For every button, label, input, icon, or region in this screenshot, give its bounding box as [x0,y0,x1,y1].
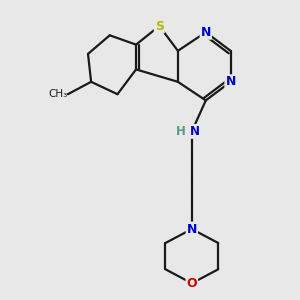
Text: S: S [155,20,164,32]
Text: N: N [225,75,236,88]
Text: CH₃: CH₃ [49,89,68,99]
Text: N: N [201,26,211,39]
Text: N: N [187,223,197,236]
Text: N: N [190,125,200,138]
Text: H: H [176,125,186,138]
Text: O: O [187,277,197,290]
